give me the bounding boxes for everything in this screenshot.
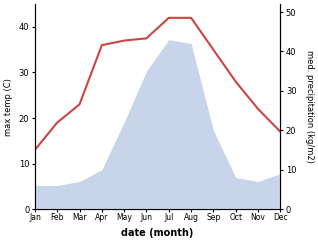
X-axis label: date (month): date (month) xyxy=(121,228,194,238)
Y-axis label: med. precipitation (kg/m2): med. precipitation (kg/m2) xyxy=(305,50,314,163)
Y-axis label: max temp (C): max temp (C) xyxy=(4,78,13,136)
